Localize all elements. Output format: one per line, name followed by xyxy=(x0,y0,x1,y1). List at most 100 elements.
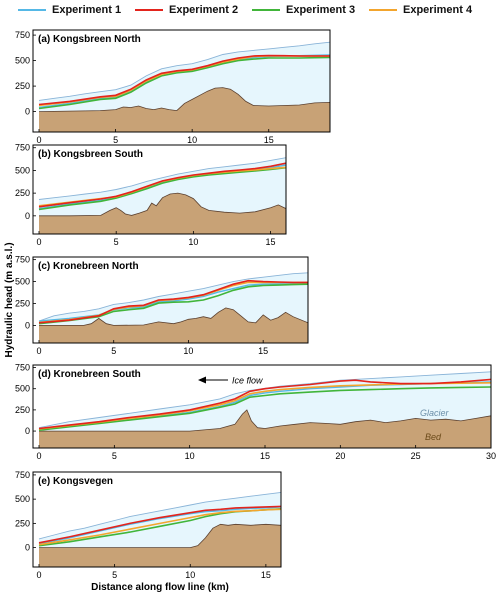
panel-frame xyxy=(32,471,282,568)
y-tick-label: 0 xyxy=(25,543,30,553)
y-axis-label: Hydraulic head (m a.s.l.) xyxy=(4,242,15,357)
y-tick-label: 0 xyxy=(25,211,30,221)
series-line xyxy=(38,56,330,110)
series-line xyxy=(38,166,286,211)
series-line xyxy=(38,378,491,430)
legend-label: Experiment 4 xyxy=(403,4,473,16)
legend-item: Experiment 1 xyxy=(18,2,121,18)
panel-title: (d) Kronebreen South xyxy=(38,369,141,380)
y-tick-label: 0 xyxy=(25,320,30,330)
bed-area xyxy=(39,193,286,234)
y-tick-label: 0 xyxy=(25,107,30,117)
panel-frame xyxy=(32,256,309,344)
bed-line xyxy=(39,192,286,217)
y-tick-label: 250 xyxy=(15,405,30,415)
bed-line xyxy=(39,307,308,326)
bed-line xyxy=(39,523,281,548)
panel: (a) Kongsbreen North 0 250 500 750 0 5 10 15 xyxy=(15,29,331,145)
panel-title: (c) Kronebreen North xyxy=(38,261,139,272)
x-tick-label: 0 xyxy=(36,346,41,356)
x-tick-label: 0 xyxy=(36,237,41,247)
series-line xyxy=(38,279,308,324)
bed-label: Bed xyxy=(425,432,442,442)
y-tick-label: 750 xyxy=(15,143,30,153)
x-tick-label: 5 xyxy=(113,135,118,145)
bed-area xyxy=(39,409,491,448)
y-tick-label: 500 xyxy=(15,494,30,504)
legend-swatch xyxy=(18,9,46,11)
bed-area xyxy=(39,307,308,343)
x-tick-label: 10 xyxy=(183,346,193,356)
series-line xyxy=(38,54,330,106)
y-tick-label: 250 xyxy=(15,188,30,198)
legend-label: Experiment 1 xyxy=(52,4,122,16)
series-line xyxy=(38,386,491,431)
y-tick-label: 750 xyxy=(15,470,30,480)
series-line xyxy=(38,508,281,546)
x-tick-label: 10 xyxy=(187,135,197,145)
panel-frame xyxy=(32,144,287,235)
legend: Experiment 1 Experiment 2 Experiment 3 Expe… xyxy=(0,0,500,20)
panel-title: (e) Kongsvegen xyxy=(38,476,113,487)
x-tick-label: 15 xyxy=(258,346,268,356)
panel: (b) Kongsbreen South 0 250 500 750 0 5 10 15 xyxy=(15,143,287,247)
panel: (c) Kronebreen North 0 250 500 750 0 5 10 15 xyxy=(15,255,309,356)
glacier-area xyxy=(39,492,281,548)
legend-item: Experiment 2 xyxy=(135,2,238,18)
panel-frame xyxy=(32,29,331,133)
series-line xyxy=(38,506,281,545)
panel: (e) Kongsvegen 0 250 500 750 0 5 10 15 xyxy=(15,470,282,580)
y-tick-label: 750 xyxy=(15,255,30,265)
legend-swatch xyxy=(369,9,397,11)
x-tick-label: 5 xyxy=(112,451,117,461)
bed-line xyxy=(39,409,491,432)
x-tick-label: 5 xyxy=(111,346,116,356)
x-tick-label: 10 xyxy=(188,237,198,247)
bed-area xyxy=(39,87,330,132)
x-tick-label: 25 xyxy=(411,451,421,461)
y-tick-label: 750 xyxy=(15,30,30,40)
legend-item: Experiment 3 xyxy=(252,2,355,18)
legend-swatch xyxy=(252,9,280,11)
y-tick-label: 500 xyxy=(15,277,30,287)
glacier-label: Glacier xyxy=(420,408,450,418)
x-tick-label: 10 xyxy=(185,451,195,461)
series-line xyxy=(38,283,308,325)
panel-title: (b) Kongsbreen South xyxy=(38,149,143,160)
x-tick-label: 15 xyxy=(260,451,270,461)
y-tick-label: 500 xyxy=(15,384,30,394)
surface-line xyxy=(38,272,308,322)
x-tick-label: 15 xyxy=(264,135,274,145)
x-tick-label: 0 xyxy=(36,135,41,145)
x-tick-label: 0 xyxy=(36,451,41,461)
series-line xyxy=(38,505,281,544)
y-tick-label: 750 xyxy=(15,363,30,373)
x-tick-label: 20 xyxy=(335,451,345,461)
x-tick-label: 5 xyxy=(112,570,117,580)
y-tick-label: 250 xyxy=(15,518,30,528)
surface-line xyxy=(38,491,281,540)
legend-swatch xyxy=(135,9,163,11)
bed-area xyxy=(39,524,281,567)
surface-line xyxy=(38,41,330,101)
surface-line xyxy=(38,371,491,429)
x-tick-label: 15 xyxy=(261,570,271,580)
y-tick-label: 250 xyxy=(15,299,30,309)
x-tick-label: 30 xyxy=(486,451,496,461)
y-tick-label: 250 xyxy=(15,81,30,91)
panel: (d) Kronebreen South 0 250 500 750 0 5 10 15 20 25… xyxy=(15,363,496,461)
bed-line xyxy=(38,87,330,112)
ice-flow-label: Ice flow xyxy=(232,376,263,386)
surface-line xyxy=(38,157,286,200)
y-tick-label: 0 xyxy=(25,426,30,436)
x-tick-label: 0 xyxy=(36,570,41,580)
panel-title: (a) Kongsbreen North xyxy=(38,34,141,45)
panel-frame xyxy=(32,364,492,449)
y-tick-label: 500 xyxy=(15,165,30,175)
x-tick-label: 10 xyxy=(185,570,195,580)
series-line xyxy=(38,162,286,208)
x-tick-label: 15 xyxy=(266,237,276,247)
legend-label: Experiment 2 xyxy=(169,4,239,16)
x-axis-label: Distance along flow line (km) xyxy=(91,582,229,593)
